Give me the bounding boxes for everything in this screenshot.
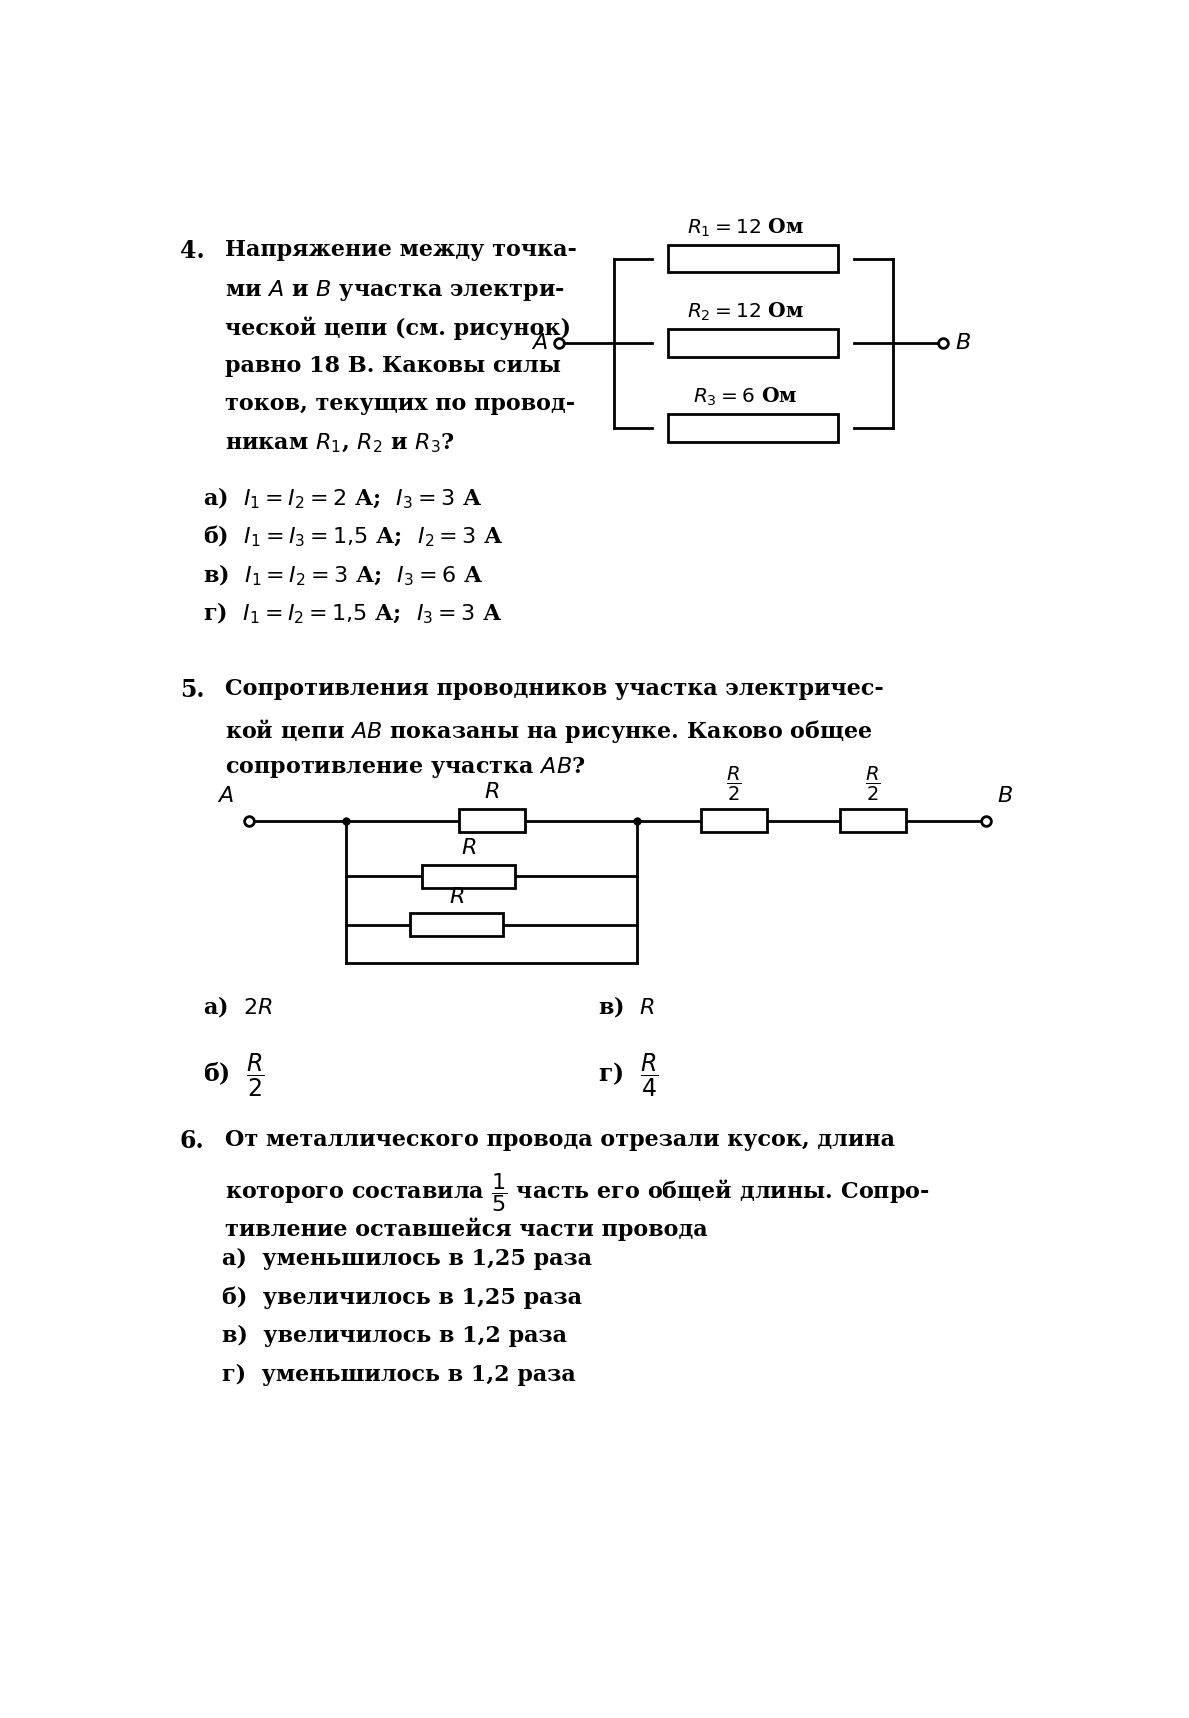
Text: 5.: 5. (180, 679, 205, 703)
Bar (700, 809, 767, 832)
Text: ческой цепи (см. рисунок): ческой цепи (см. рисунок) (225, 316, 571, 340)
Text: $R_3 = 6$ Ом: $R_3 = 6$ Ом (693, 385, 798, 407)
Text: $R_2 = 12$ Ом: $R_2 = 12$ Ом (687, 301, 804, 323)
Text: $B$: $B$ (998, 785, 1013, 807)
Bar (668, 414, 838, 442)
Text: $A$: $A$ (218, 785, 234, 807)
Text: $R$: $R$ (449, 886, 465, 907)
Text: $\dfrac{R}{2}$: $\dfrac{R}{2}$ (866, 765, 881, 802)
Text: $R$: $R$ (460, 837, 476, 859)
Text: сопротивление участка $AB$?: сопротивление участка $AB$? (225, 756, 585, 780)
Text: токов, текущих по провод-: токов, текущих по провод- (225, 393, 574, 416)
Text: 4.: 4. (180, 239, 205, 263)
Text: От металлического провода отрезали кусок, длина: От металлического провода отрезали кусок… (225, 1129, 894, 1151)
Text: в)  увеличилось в 1,2 раза: в) увеличилось в 1,2 раза (222, 1325, 567, 1347)
Text: в)  $R$: в) $R$ (598, 995, 655, 1019)
Text: б)  $\dfrac{R}{2}$: б) $\dfrac{R}{2}$ (203, 1051, 265, 1100)
Bar (668, 330, 838, 357)
Text: кой цепи $AB$ показаны на рисунке. Каково общее: кой цепи $AB$ показаны на рисунке. Каков… (225, 716, 873, 744)
Text: а)  $2R$: а) $2R$ (203, 995, 272, 1019)
Text: г)  $\dfrac{R}{4}$: г) $\dfrac{R}{4}$ (598, 1051, 659, 1100)
Text: Сопротивления проводников участка электричес-: Сопротивления проводников участка электр… (225, 679, 883, 701)
Text: $A$: $A$ (530, 332, 548, 354)
Text: тивление оставшейся части провода: тивление оставшейся части провода (225, 1216, 707, 1240)
Text: г)  $I_1 = I_2 = 1{,}5$ А;  $I_3 = 3$ А: г) $I_1 = I_2 = 1{,}5$ А; $I_3 = 3$ А (203, 601, 503, 627)
Text: $B$: $B$ (955, 332, 970, 354)
Text: а)  $I_1 = I_2 = 2$ А;  $I_3 = 3$ А: а) $I_1 = I_2 = 2$ А; $I_3 = 3$ А (203, 486, 482, 510)
Text: г)  уменьшилось в 1,2 раза: г) уменьшилось в 1,2 раза (222, 1364, 575, 1385)
Text: которого составила $\dfrac{1}{5}$ часть его общей длины. Сопро-: которого составила $\dfrac{1}{5}$ часть … (225, 1172, 930, 1215)
Text: б)  $I_1 = I_3 = 1{,}5$ А;  $I_2 = 3$ А: б) $I_1 = I_3 = 1{,}5$ А; $I_2 = 3$ А (203, 524, 504, 550)
Text: никам $R_1$, $R_2$ и $R_3$?: никам $R_1$, $R_2$ и $R_3$? (225, 431, 454, 455)
Text: $R_1 = 12$ Ом: $R_1 = 12$ Ом (687, 216, 804, 239)
Text: $R$: $R$ (484, 782, 499, 802)
Bar (422, 864, 515, 888)
Bar (841, 809, 906, 832)
Bar (668, 244, 838, 273)
Text: Напряжение между точка-: Напряжение между точка- (225, 239, 577, 261)
Text: 6.: 6. (180, 1129, 205, 1153)
Text: $\dfrac{R}{2}$: $\dfrac{R}{2}$ (726, 765, 742, 802)
Text: б)  увеличилось в 1,25 раза: б) увеличилось в 1,25 раза (222, 1287, 583, 1309)
Bar (459, 809, 524, 832)
Text: а)  уменьшилось в 1,25 раза: а) уменьшилось в 1,25 раза (222, 1247, 592, 1270)
Text: равно 18 В. Каковы силы: равно 18 В. Каковы силы (225, 356, 560, 376)
Text: в)  $I_1 = I_2 = 3$ А;  $I_3 = 6$ А: в) $I_1 = I_2 = 3$ А; $I_3 = 6$ А (203, 564, 483, 588)
Bar (410, 912, 503, 936)
Text: ми $A$ и $B$ участка электри-: ми $A$ и $B$ участка электри- (225, 278, 565, 302)
